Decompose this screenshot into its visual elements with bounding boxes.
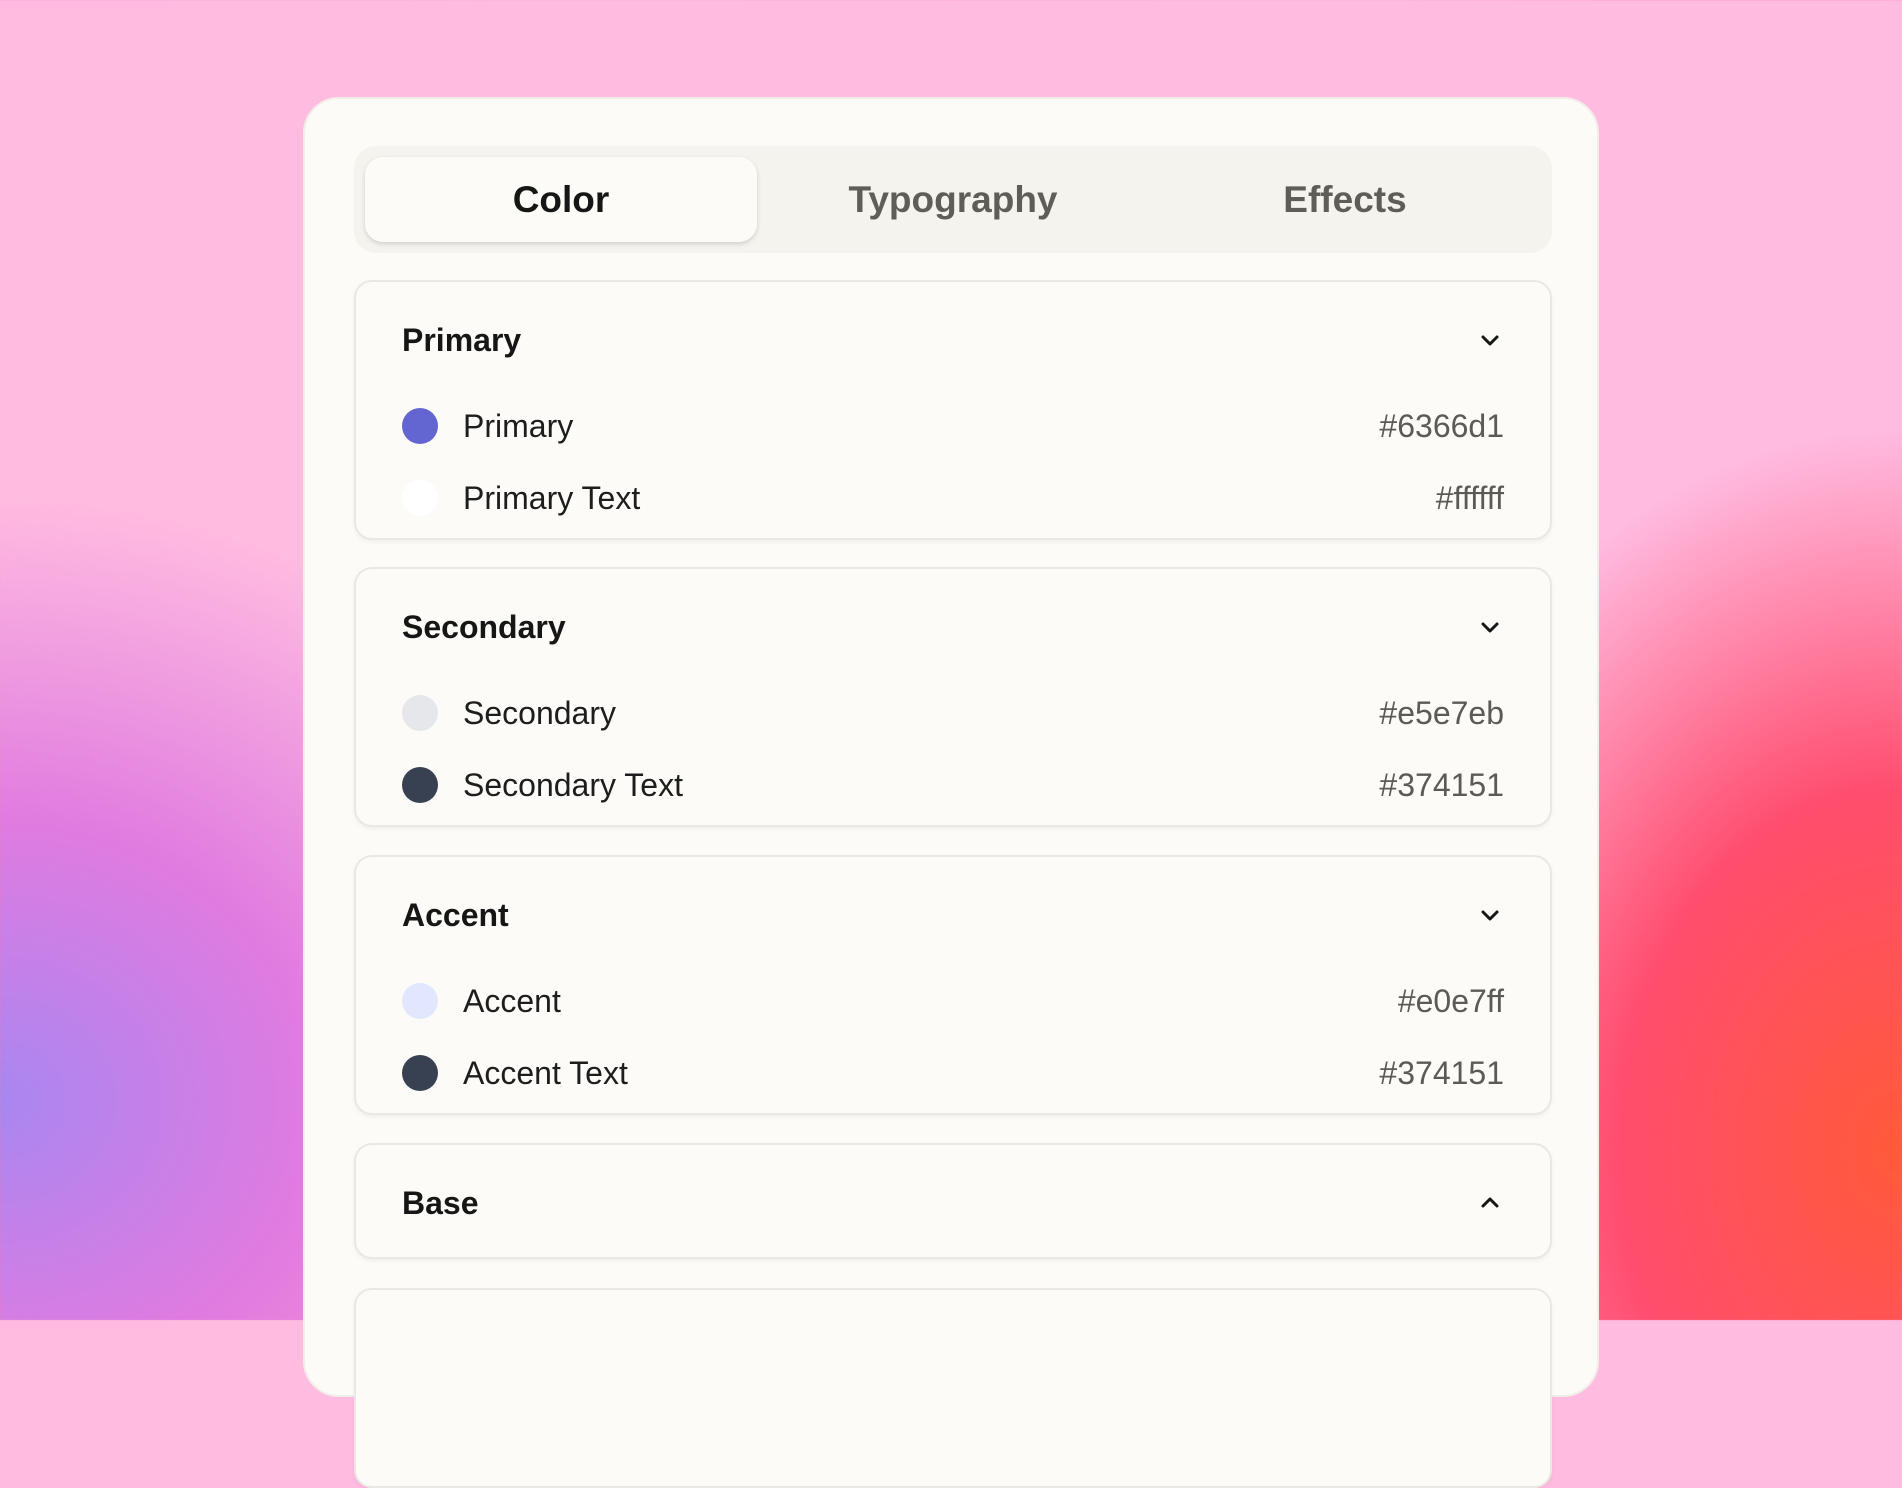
tab-typography[interactable]: Typography <box>848 178 1058 220</box>
color-swatch[interactable] <box>402 1055 438 1091</box>
section-title: Base <box>402 1184 479 1221</box>
color-row[interactable]: Accent Text #374151 <box>356 1037 1550 1109</box>
section-title: Primary <box>402 321 522 358</box>
color-row[interactable]: Primary #6366d1 <box>356 390 1550 462</box>
section-title: Secondary <box>402 608 566 645</box>
section-base: Base <box>354 1143 1552 1259</box>
color-label: Accent Text <box>463 1054 628 1091</box>
color-hex-value[interactable]: #374151 <box>1379 1054 1504 1091</box>
section-header[interactable]: Accent <box>356 857 1550 973</box>
color-swatch[interactable] <box>402 767 438 803</box>
chevron-down-icon[interactable] <box>1476 613 1504 641</box>
color-label: Secondary Text <box>463 766 683 803</box>
section-primary: Primary Primary #6366d1 Primary Text #ff… <box>354 280 1552 540</box>
color-hex-value[interactable]: #ffffff <box>1435 479 1504 516</box>
tab-effects[interactable]: Effects <box>1283 178 1407 220</box>
color-label: Primary <box>463 407 574 444</box>
color-label: Secondary <box>463 694 616 731</box>
color-label: Primary Text <box>463 479 641 516</box>
tab-color[interactable]: Color <box>365 157 757 242</box>
color-hex-value[interactable]: #6366d1 <box>1379 407 1504 444</box>
theme-panel: Color Typography Effects Primary Primary… <box>303 97 1599 1488</box>
section-accent: Accent Accent #e0e7ff Accent Text #37415… <box>354 855 1552 1115</box>
color-swatch[interactable] <box>402 480 438 516</box>
section-header[interactable]: Primary <box>356 282 1550 398</box>
color-row[interactable]: Accent #e0e7ff <box>356 965 1550 1037</box>
section-secondary: Secondary Secondary #e5e7eb Secondary Te… <box>354 567 1552 827</box>
chevron-down-icon[interactable] <box>1476 326 1504 354</box>
chevron-up-icon[interactable] <box>1476 1189 1504 1217</box>
color-label: Accent <box>463 982 561 1019</box>
color-swatch[interactable] <box>402 695 438 731</box>
color-row[interactable]: Secondary Text #374151 <box>356 749 1550 821</box>
color-hex-value[interactable]: #374151 <box>1379 766 1504 803</box>
section-title: Accent <box>402 896 509 933</box>
color-row[interactable]: Secondary #e5e7eb <box>356 677 1550 749</box>
color-hex-value[interactable]: #e5e7eb <box>1379 694 1504 731</box>
tab-bar: Color Typography Effects <box>354 146 1552 253</box>
section-header[interactable]: Secondary <box>356 569 1550 685</box>
color-swatch[interactable] <box>402 408 438 444</box>
section-header[interactable]: Base <box>356 1145 1550 1261</box>
section-card <box>354 1288 1552 1488</box>
color-swatch[interactable] <box>402 983 438 1019</box>
color-row[interactable]: Primary Text #ffffff <box>356 462 1550 534</box>
chevron-down-icon[interactable] <box>1476 901 1504 929</box>
color-hex-value[interactable]: #e0e7ff <box>1397 982 1504 1019</box>
